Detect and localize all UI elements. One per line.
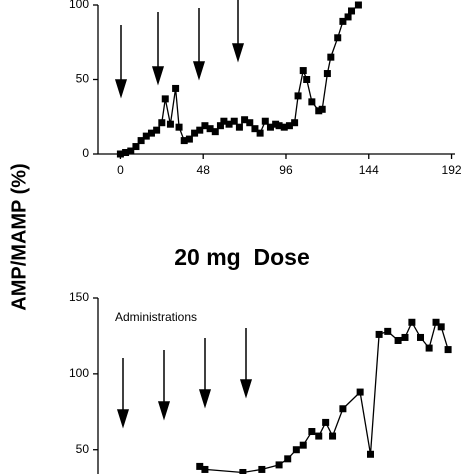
data-point xyxy=(127,147,135,155)
y-tick-label: 150 xyxy=(69,290,89,304)
data-point xyxy=(417,333,425,341)
data-point xyxy=(266,123,274,131)
data-point xyxy=(158,119,166,127)
data-point xyxy=(375,330,383,338)
data-point xyxy=(201,465,209,473)
data-point xyxy=(116,150,124,158)
data-point xyxy=(175,123,183,131)
data-point xyxy=(299,67,307,75)
data-point xyxy=(384,327,392,335)
data-point xyxy=(122,149,130,157)
data-point xyxy=(339,405,347,413)
data-point xyxy=(437,323,445,331)
y-tick-label: 100 xyxy=(69,366,89,380)
administration-arrows xyxy=(114,0,253,429)
data-point xyxy=(132,143,140,151)
data-point xyxy=(261,117,269,125)
data-point xyxy=(196,462,204,470)
y-tick-label: 50 xyxy=(76,72,90,86)
data-point xyxy=(153,126,161,134)
data-point xyxy=(401,333,409,341)
x-tick-label: 48 xyxy=(197,163,211,177)
x-tick-label: 96 xyxy=(279,163,293,177)
data-point xyxy=(166,120,174,128)
data-point xyxy=(280,123,288,131)
data-point xyxy=(366,450,374,458)
data-point xyxy=(308,98,316,106)
data-point xyxy=(225,120,233,128)
data-point xyxy=(201,122,209,130)
data-point xyxy=(292,446,300,454)
data-point xyxy=(303,76,311,83)
data-point xyxy=(356,388,364,396)
data-point xyxy=(147,129,155,137)
data-point xyxy=(294,92,302,100)
data-point xyxy=(256,129,264,137)
data-point xyxy=(185,135,193,143)
data-point xyxy=(394,336,402,344)
data-point xyxy=(322,418,330,426)
y-axis-label: AMP/MAMP (%) xyxy=(8,163,30,310)
data-point xyxy=(284,455,292,463)
data-point xyxy=(425,344,433,352)
data-point xyxy=(180,137,188,145)
data-point xyxy=(251,125,259,133)
data-point xyxy=(137,137,145,145)
annotation: Administrations xyxy=(115,310,197,324)
data-point xyxy=(334,34,342,42)
data-point xyxy=(235,123,243,131)
data-point xyxy=(206,125,214,133)
data-point xyxy=(172,84,180,92)
data-point xyxy=(161,95,169,103)
y-tick-label: 0 xyxy=(82,146,89,160)
data-point xyxy=(323,70,331,78)
y-tick-label: 50 xyxy=(76,442,90,456)
data-point xyxy=(432,318,440,326)
x-tick-label: 0 xyxy=(117,163,124,177)
data-point xyxy=(239,468,247,474)
data-point xyxy=(291,119,299,127)
y-tick-label: 100 xyxy=(69,0,89,11)
data-point xyxy=(339,17,347,25)
data-point xyxy=(315,432,323,440)
data-point xyxy=(408,318,416,326)
data-point xyxy=(285,122,293,130)
data-line xyxy=(199,320,449,474)
data-point xyxy=(220,117,228,125)
data-point xyxy=(241,116,249,124)
data-point xyxy=(142,132,150,140)
data-point xyxy=(348,7,356,15)
data-point xyxy=(329,432,337,440)
x-tick-label: 144 xyxy=(359,163,379,177)
chart-title: 20 mg Dose xyxy=(174,244,310,270)
data-point xyxy=(196,126,204,134)
data-point xyxy=(211,128,219,136)
data-point xyxy=(258,465,266,473)
data-point xyxy=(275,122,283,130)
data-point xyxy=(308,428,316,436)
data-point xyxy=(299,441,307,449)
data-point xyxy=(354,1,362,9)
data-point xyxy=(344,13,352,21)
data-point xyxy=(230,117,238,125)
data-point xyxy=(275,461,283,469)
data-point xyxy=(327,53,335,61)
data-point xyxy=(246,119,254,127)
data-point xyxy=(444,346,452,354)
x-tick-label: 192 xyxy=(442,163,462,177)
data-point xyxy=(191,129,199,137)
data-point xyxy=(216,122,224,130)
data-point xyxy=(318,105,326,113)
